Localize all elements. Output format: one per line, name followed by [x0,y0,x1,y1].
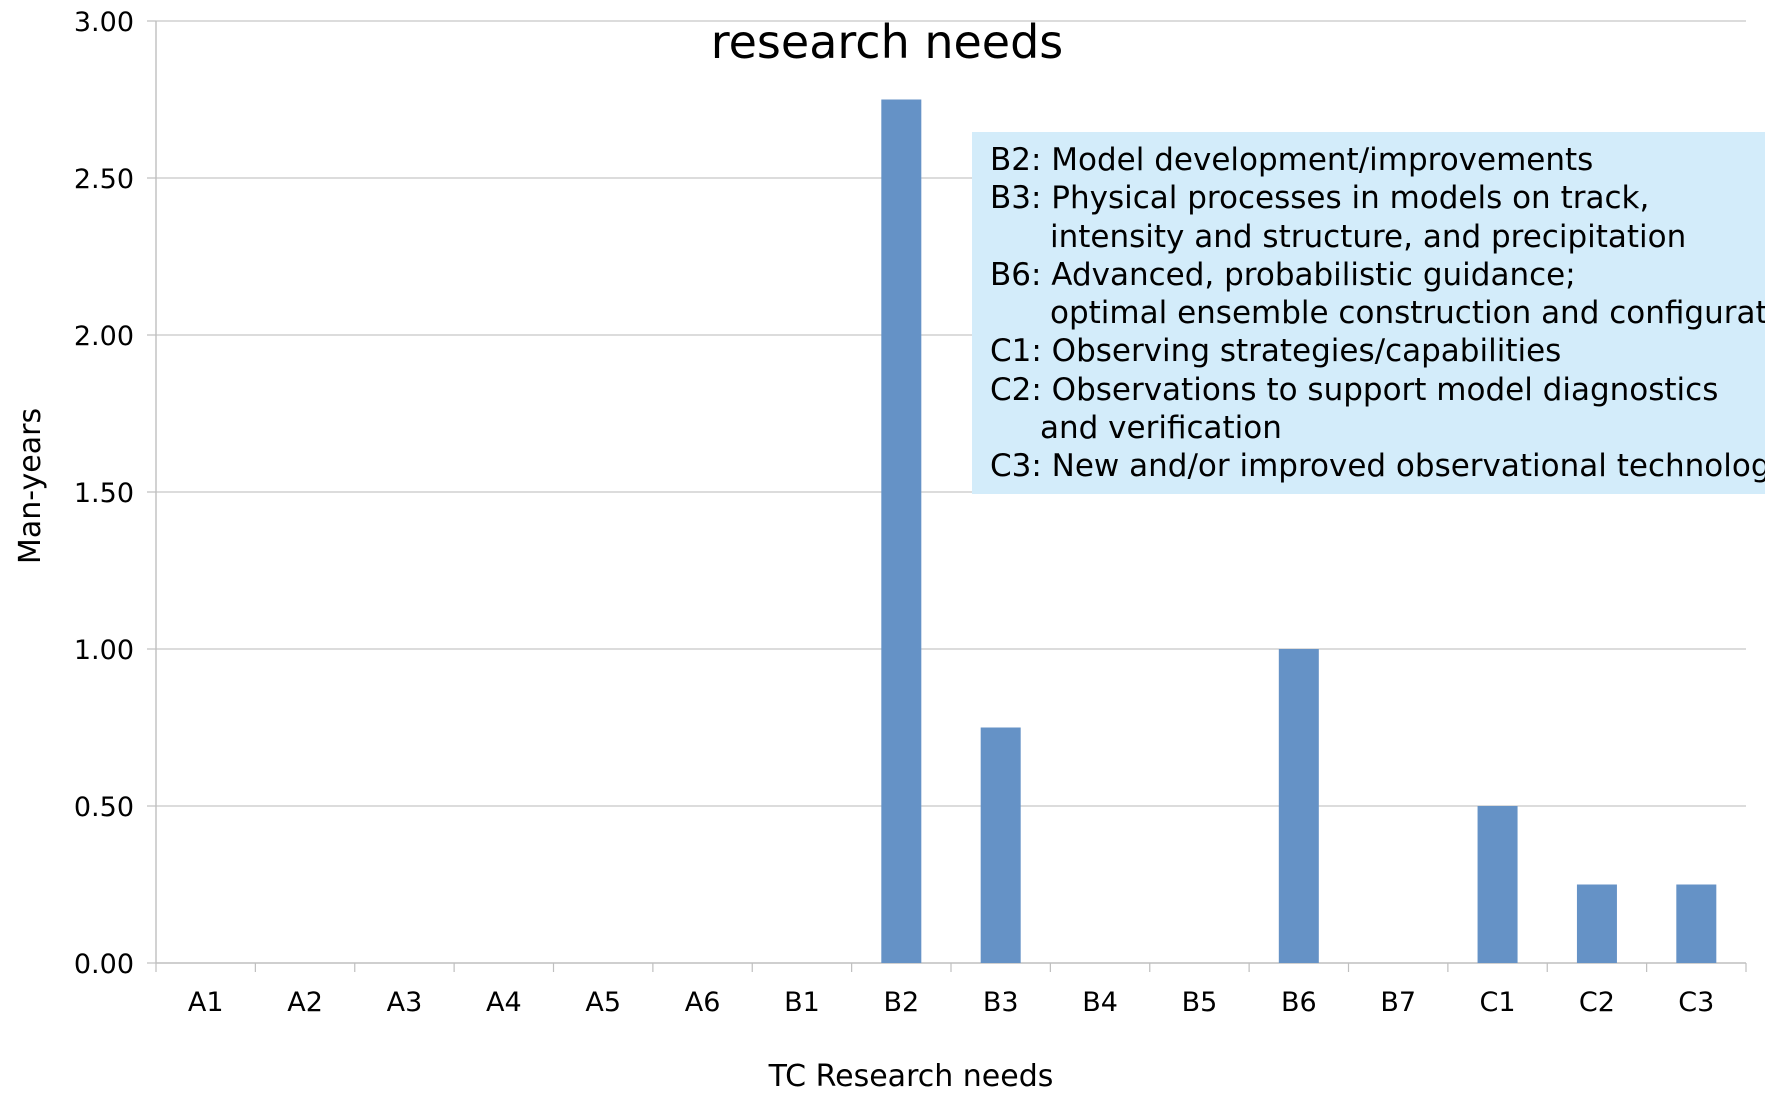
x-tick-label: A6 [685,987,721,1018]
y-tick-labels: 0.00 0.50 1.00 1.50 2.00 2.50 3.00 [74,7,134,980]
annotation-box: B2: Model development/improvements B3: P… [972,132,1765,494]
y-tick-label: 3.00 [74,7,134,38]
x-tick-label: A4 [486,987,522,1018]
x-tick-label: A1 [188,987,224,1018]
annotation-line: C2: Observations to support model diagno… [990,372,1719,408]
x-tick-label: A3 [387,987,423,1018]
x-tick-label: B3 [983,987,1019,1018]
x-tick-label: C3 [1678,987,1714,1018]
annotation-line: C1: Observing strategies/capabilities [990,333,1562,369]
y-tick-label: 2.00 [74,321,134,352]
annotation-line: B2: Model development/improvements [990,142,1594,178]
annotation-line: optimal ensemble construction and config… [1050,295,1765,331]
chart-title: research needs [711,15,1064,69]
y-axis-label: Man-years [13,408,48,564]
y-tick-label: 1.00 [74,635,134,666]
x-tick-labels: A1 A2 A3 A4 A5 A6 B1 B2 B3 B4 B5 B6 B7 C1 C2 C3 [188,987,1714,1018]
bar-b3 [980,727,1021,963]
y-tick-label: 2.50 [74,164,134,195]
annotation-line: intensity and structure, and precipitati… [1050,219,1687,255]
bar-c3 [1676,884,1717,963]
bar-b6 [1278,649,1319,963]
bars [881,99,1717,963]
annotation-line: C3: New and/or improved observational te… [990,448,1765,484]
bar-c2 [1576,884,1617,963]
bar-b2 [881,99,922,963]
y-tick-label: 0.50 [74,792,134,823]
x-tick-label: B6 [1281,987,1317,1018]
annotation-line: and verification [1040,410,1282,446]
x-tick-label: B7 [1380,987,1416,1018]
x-tick-label: B1 [784,987,820,1018]
x-tick-label: B4 [1082,987,1118,1018]
x-tick-label: C2 [1579,987,1615,1018]
bar-c1 [1477,806,1518,963]
x-axis-label: TC Research needs [768,1059,1054,1092]
x-tick-label: B2 [883,987,919,1018]
y-tick-label: 1.50 [74,478,134,509]
annotation-line: B3: Physical processes in models on trac… [990,180,1650,216]
annotation-line: B6: Advanced, probabilistic guidance; [990,257,1576,293]
x-tick-label: A2 [287,987,323,1018]
x-tick-label: A5 [585,987,621,1018]
x-tick-label: C1 [1480,987,1516,1018]
x-tick-label: B5 [1182,987,1218,1018]
y-tick-label: 0.00 [74,949,134,980]
